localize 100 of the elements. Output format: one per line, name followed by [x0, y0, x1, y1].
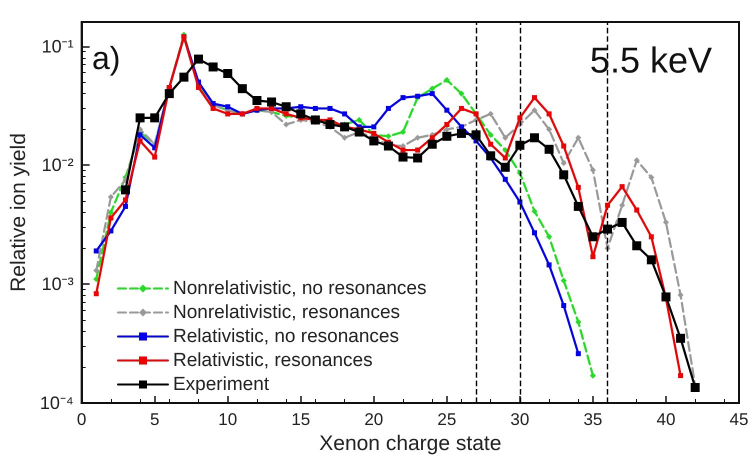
point [488, 132, 494, 138]
point [444, 108, 450, 113]
point [620, 184, 625, 190]
y-axis-title: Relative ion yield [7, 133, 30, 292]
point [164, 89, 174, 98]
point [546, 111, 552, 116]
x-tick-label: 10 [218, 410, 238, 429]
point [415, 148, 420, 153]
x-tick-label: 35 [583, 410, 602, 429]
point [561, 303, 566, 308]
x-tick-label: 5 [150, 410, 160, 429]
point [282, 102, 291, 112]
point [356, 116, 362, 123]
point [517, 200, 522, 205]
point [400, 129, 406, 136]
point [342, 111, 348, 116]
point [398, 152, 408, 162]
point [574, 202, 583, 211]
point [588, 232, 598, 242]
point [532, 230, 537, 236]
x-tick-label: 20 [364, 410, 384, 429]
point [267, 97, 276, 106]
x-tick-label: 0 [76, 410, 86, 429]
y-tick-label: 10⁻¹ [42, 36, 74, 56]
x-axis-title: Xenon charge state [319, 432, 502, 455]
point [252, 96, 262, 105]
point [488, 142, 494, 147]
point [138, 138, 143, 144]
point [576, 184, 581, 190]
point [515, 140, 524, 150]
point [646, 255, 656, 264]
legend-label: Nonrelativistic, no resonances [173, 278, 426, 299]
point [122, 197, 128, 202]
point [532, 95, 537, 100]
point [661, 292, 670, 302]
point [210, 106, 216, 111]
point [179, 72, 188, 82]
point [312, 106, 318, 111]
legend-label: Relativistic, resonances [173, 350, 373, 371]
point [120, 185, 130, 194]
point [152, 154, 158, 160]
legend-label: Nonrelativistic, resonances [173, 302, 400, 323]
point [429, 86, 436, 92]
point [298, 104, 304, 110]
point [444, 122, 450, 127]
point [690, 383, 700, 392]
point [150, 113, 160, 122]
point [502, 176, 508, 182]
point [413, 153, 422, 162]
point [560, 278, 567, 284]
point [108, 215, 114, 220]
point [619, 202, 626, 208]
point [94, 248, 99, 254]
point [284, 111, 289, 116]
point [369, 136, 378, 146]
legend-label: Relativistic, no resonances [173, 326, 399, 347]
point [634, 207, 640, 212]
point [544, 144, 554, 154]
point [575, 318, 582, 325]
point [502, 155, 508, 160]
point [108, 194, 114, 200]
point [531, 208, 538, 214]
point [546, 262, 552, 268]
point [444, 126, 450, 132]
point [648, 174, 654, 180]
x-tick-label: 30 [510, 410, 530, 429]
point [546, 234, 552, 240]
point [560, 160, 567, 166]
point [442, 132, 452, 141]
point [590, 254, 596, 260]
point [576, 351, 581, 356]
point [94, 291, 99, 296]
point [632, 241, 642, 250]
point [208, 62, 218, 72]
point [575, 134, 582, 141]
point [225, 104, 230, 110]
point [458, 90, 464, 97]
point [371, 124, 376, 130]
point [559, 170, 568, 180]
point [456, 128, 466, 138]
y-tick-label: 10⁻³ [42, 274, 74, 294]
legend-label: Experiment [173, 374, 270, 395]
x-tick-label: 15 [291, 410, 310, 429]
point [196, 85, 202, 90]
point [223, 69, 232, 78]
point [327, 106, 332, 111]
point [634, 157, 640, 164]
point [93, 268, 100, 274]
point [676, 334, 686, 343]
point [458, 106, 464, 111]
annotation: 5.5 keV [590, 40, 712, 80]
point [605, 202, 610, 208]
point [531, 107, 538, 114]
point [662, 219, 669, 226]
point [122, 204, 128, 209]
point [136, 113, 145, 122]
point [502, 134, 508, 141]
point [678, 373, 684, 378]
point [238, 84, 247, 94]
point [400, 95, 406, 100]
